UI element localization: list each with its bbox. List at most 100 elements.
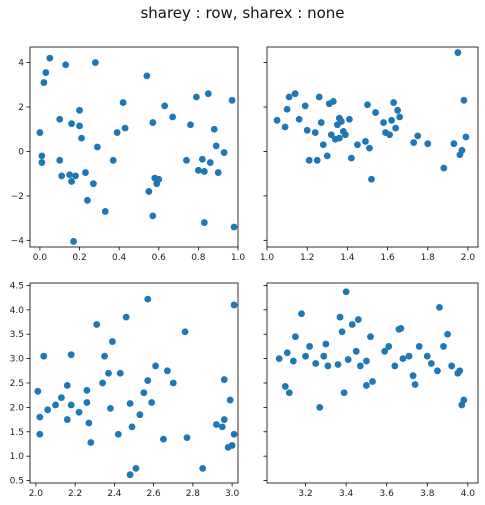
subplot-1: 0.0 0.2 0.4 0.6 0.8 1.0 −4 −2 0 2 4	[11, 46, 246, 263]
data-point	[399, 355, 407, 363]
data-point	[143, 72, 151, 80]
data-point	[369, 378, 376, 385]
x-tick-label: 2.2	[68, 489, 82, 499]
data-point	[34, 387, 42, 395]
y-tick-label: 1.5	[10, 428, 24, 438]
x-tick-label: 0.2	[72, 253, 86, 263]
data-point	[397, 324, 405, 332]
data-point	[228, 96, 236, 104]
data-point	[354, 141, 361, 149]
data-point	[89, 180, 97, 188]
data-point	[338, 328, 346, 336]
x-tick-label: 1.2	[300, 253, 314, 263]
data-point	[144, 377, 152, 384]
data-point	[140, 389, 148, 397]
data-point	[364, 101, 371, 109]
data-point	[198, 155, 206, 163]
data-point	[66, 171, 74, 179]
data-point	[87, 439, 95, 446]
data-point	[210, 125, 218, 133]
x-tick-label: 3.2	[298, 489, 312, 499]
data-point	[335, 134, 343, 142]
data-point	[93, 321, 101, 328]
data-point	[436, 303, 443, 311]
data-point	[149, 119, 157, 126]
data-point	[423, 352, 431, 360]
data-point	[391, 362, 399, 370]
subplot-3: 2.0 2.2 2.4 2.6 2.8 3.0 0.5 1.0 1.5 2.0 2.5 3.0 3.5 4…	[10, 281, 240, 499]
data-point	[200, 219, 208, 226]
data-point	[424, 140, 432, 148]
data-point	[169, 113, 177, 121]
data-point	[161, 102, 169, 110]
data-point	[44, 406, 52, 414]
data-point	[381, 347, 389, 355]
data-point	[119, 99, 127, 106]
data-point	[342, 288, 350, 296]
x-tick-label: 2.0	[29, 489, 44, 499]
y-tick-label: 2.5	[10, 379, 24, 389]
subplot-2: 1.0 1.2 1.4 1.6 1.8 2.0	[260, 46, 479, 263]
data-point	[454, 49, 462, 56]
data-point	[199, 464, 207, 472]
data-point	[220, 376, 228, 383]
data-point	[38, 152, 46, 160]
data-point	[181, 328, 189, 336]
figure-title: sharey : row, sharex : none	[140, 4, 345, 22]
data-point	[194, 166, 202, 174]
x-tick-label: 2.4	[107, 489, 122, 499]
data-point	[183, 156, 190, 164]
data-point	[356, 362, 364, 370]
data-point	[385, 343, 393, 350]
data-point	[312, 360, 320, 367]
data-point	[83, 399, 91, 406]
data-point	[230, 223, 238, 231]
data-point	[462, 133, 470, 141]
data-point	[341, 131, 349, 139]
y-tick-label: 2	[18, 103, 24, 113]
data-point	[337, 118, 345, 125]
data-point	[275, 355, 283, 363]
data-point	[367, 333, 374, 341]
y-tick-label: 4.0	[10, 306, 25, 316]
data-point	[283, 349, 291, 357]
data-point	[448, 362, 456, 370]
data-point	[334, 361, 342, 368]
data-point	[311, 129, 319, 136]
data-point	[322, 340, 330, 348]
data-point	[220, 416, 228, 423]
data-point	[405, 352, 413, 360]
data-point	[109, 338, 116, 345]
data-point	[440, 343, 447, 350]
data-point	[456, 367, 464, 375]
data-point	[75, 408, 83, 416]
data-point	[363, 357, 370, 365]
data-point	[380, 119, 387, 126]
data-point	[409, 372, 417, 380]
data-point	[101, 352, 108, 360]
data-point	[228, 442, 236, 449]
x-tick-label: 1.0	[231, 253, 246, 263]
data-point	[214, 169, 222, 176]
x-tick-label: 3.6	[380, 489, 395, 499]
data-point	[148, 399, 156, 406]
data-point	[126, 400, 134, 407]
y-tick-label: 0.5	[10, 477, 24, 487]
data-point	[116, 369, 124, 377]
data-point	[327, 131, 335, 139]
data-point	[220, 149, 228, 156]
data-point	[315, 93, 323, 101]
data-point	[289, 357, 297, 365]
data-point	[83, 386, 91, 394]
data-point	[76, 106, 83, 114]
y-tick-label: 4	[18, 59, 24, 69]
data-point	[386, 131, 393, 139]
data-point	[145, 188, 153, 195]
data-point	[42, 69, 50, 76]
data-point	[305, 156, 313, 164]
data-point	[336, 313, 344, 321]
data-point	[329, 98, 337, 105]
data-point	[352, 347, 360, 355]
data-point	[52, 401, 59, 409]
data-point	[345, 115, 353, 123]
